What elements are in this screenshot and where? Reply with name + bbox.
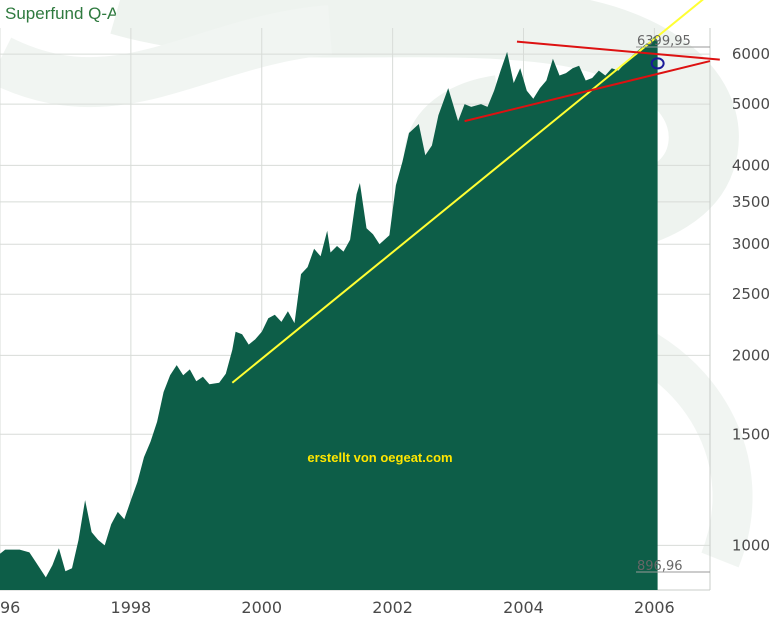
- trendline-red-lower: [464, 60, 711, 123]
- x-axis: 1996 1998 2000 2002 2004 2006: [0, 598, 675, 617]
- trend-lines: [231, 0, 720, 384]
- annotations: 6399,95 896,96: [636, 34, 710, 574]
- y-tick-label: 2500: [732, 285, 770, 303]
- y-tick-label: 5000: [732, 95, 770, 113]
- min-label: 896,96: [637, 559, 683, 574]
- y-tick-label: 1000: [732, 536, 770, 554]
- x-tick-label: 2000: [241, 598, 282, 617]
- y-tick-label: 3000: [732, 235, 770, 253]
- trendline-red-upper: [516, 40, 720, 61]
- y-tick-label: 4000: [732, 156, 770, 174]
- y-axis: 1000 1500 2000 2500 3000 3500 4000 5000 6000: [732, 45, 770, 554]
- x-tick-label: 1996: [0, 598, 20, 617]
- x-tick-label: 2004: [503, 598, 544, 617]
- area-series: [0, 36, 658, 590]
- y-tick-label: 6000: [732, 45, 770, 63]
- marker-circle: [650, 57, 665, 70]
- y-tick-label: 3500: [732, 193, 770, 211]
- x-tick-label: 2002: [372, 598, 413, 617]
- y-tick-label: 2000: [732, 346, 770, 364]
- x-tick-label: 1998: [111, 598, 152, 617]
- watermark-text: erstellt von oegeat.com: [307, 450, 452, 465]
- y-tick-label: 1500: [732, 425, 770, 443]
- max-label: 6399,95: [637, 34, 691, 49]
- x-tick-label: 2006: [634, 598, 675, 617]
